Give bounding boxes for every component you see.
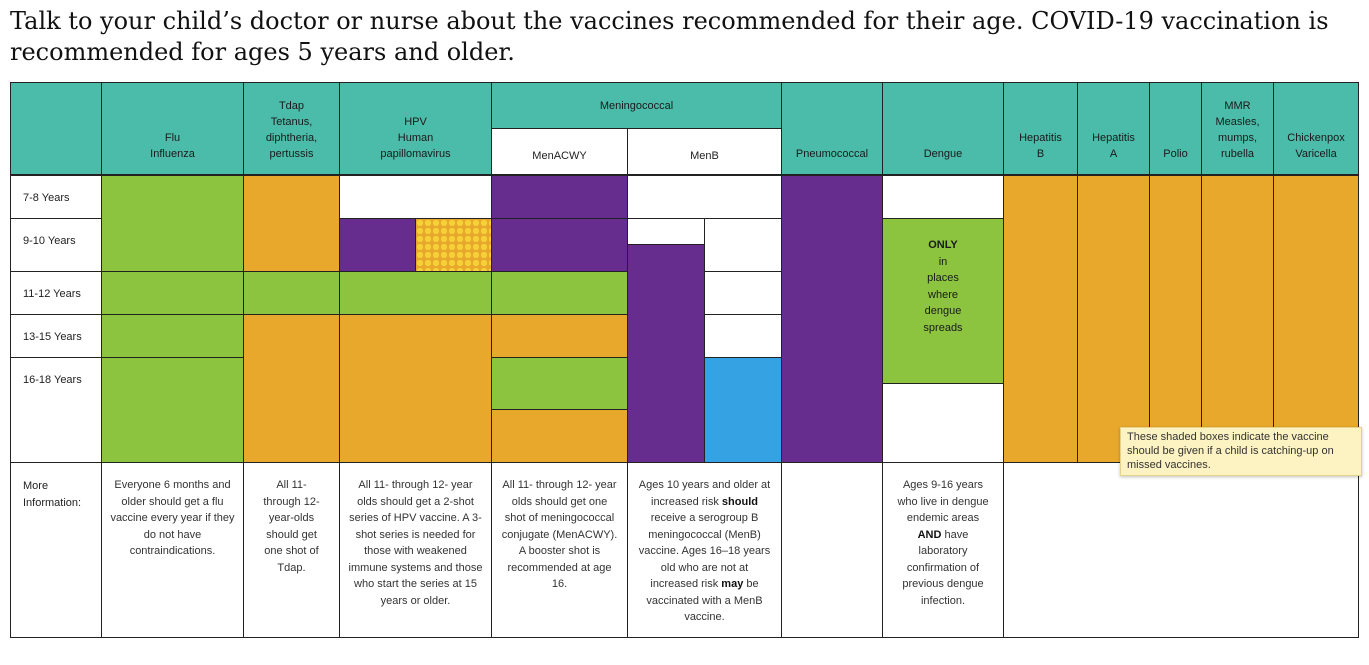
header-pneumococcal: Pneumococcal [781, 82, 883, 175]
note-menb: Ages 10 years and older at increased ris… [627, 462, 782, 638]
more-info-label: More Information: [10, 462, 102, 638]
flu-13-15 [101, 314, 244, 358]
menb-col2-11-12 [704, 271, 782, 315]
note-flu: Everyone 6 months and older should get a… [101, 462, 244, 638]
header-varicella: Chickenpox Varicella [1273, 82, 1359, 175]
note-remaining [1003, 462, 1359, 638]
menb-col2-9-10 [704, 218, 782, 272]
menb-16-18-shared [704, 357, 782, 463]
note-pneumococcal [781, 462, 883, 638]
menb-10-18-risk [627, 244, 705, 463]
header-hpv: HPV Human papillomavirus [339, 82, 492, 175]
menacwy-13-15 [491, 314, 628, 358]
age-16-18: 16-18 Years [10, 357, 102, 463]
header-meningococcal: Meningococcal [491, 82, 782, 129]
menacwy-11-12 [491, 271, 628, 315]
flu-16-18 [101, 357, 244, 463]
flu-11-12 [101, 271, 244, 315]
header-flu: Flu Influenza [101, 82, 244, 175]
intro-text: Talk to your child’s doctor or nurse abo… [10, 7, 1329, 66]
note-tdap: All 11- through 12- year-olds should get… [243, 462, 340, 638]
dengue-9-16: ONLY in places where dengue spreads [882, 218, 1004, 384]
flu-7-10 [101, 175, 244, 272]
menacwy-7-8 [491, 175, 628, 219]
age-9-10: 9-10 Years [10, 218, 102, 272]
dengue-17-18 [882, 383, 1004, 463]
age-11-12: 11-12 Years [10, 271, 102, 315]
pneumococcal-all [781, 175, 883, 463]
polio-catchup [1149, 175, 1202, 463]
tdap-13-18 [243, 314, 340, 463]
hpv-13-18 [339, 314, 492, 463]
menb-col2-13-15 [704, 314, 782, 358]
tdap-7-10 [243, 175, 340, 272]
header-corner [10, 82, 102, 175]
catch-up-tooltip: These shaded boxes indicate the vaccine … [1120, 427, 1362, 476]
header-tdap: Tdap Tetanus, diphtheria, pertussis [243, 82, 340, 175]
hepatitis-a-catchup [1077, 175, 1150, 463]
header-dengue: Dengue [882, 82, 1004, 175]
header-mmr: MMR Measles, mumps, rubella [1201, 82, 1274, 175]
hpv-9-10-dotted [415, 218, 492, 272]
hepatitis-b-catchup [1003, 175, 1078, 463]
header-hepatitis-b: Hepatitis B [1003, 82, 1078, 175]
note-dengue: Ages 9-16 years who live in dengue endem… [882, 462, 1004, 638]
menb-7-8 [627, 175, 782, 219]
menacwy-9-10 [491, 218, 628, 272]
mmr-catchup [1201, 175, 1274, 463]
hpv-9-10-some [339, 218, 416, 272]
header-hepatitis-a: Hepatitis A [1077, 82, 1150, 175]
varicella-catchup [1273, 175, 1359, 463]
note-menacwy: All 11- through 12- year olds should get… [491, 462, 628, 638]
header-polio: Polio [1149, 82, 1202, 175]
menacwy-17-18 [491, 409, 628, 463]
header-menb: MenB [627, 128, 782, 175]
note-hpv: All 11- through 12- year olds should get… [339, 462, 492, 638]
hpv-11-12 [339, 271, 492, 315]
menacwy-16-booster [491, 357, 628, 410]
tdap-11-12 [243, 271, 340, 315]
menb-9-white [627, 218, 705, 245]
dengue-7-8 [882, 175, 1004, 219]
hpv-7-8 [339, 175, 492, 219]
age-13-15: 13-15 Years [10, 314, 102, 358]
age-7-8: 7-8 Years [10, 175, 102, 219]
header-menacwy: MenACWY [491, 128, 628, 175]
